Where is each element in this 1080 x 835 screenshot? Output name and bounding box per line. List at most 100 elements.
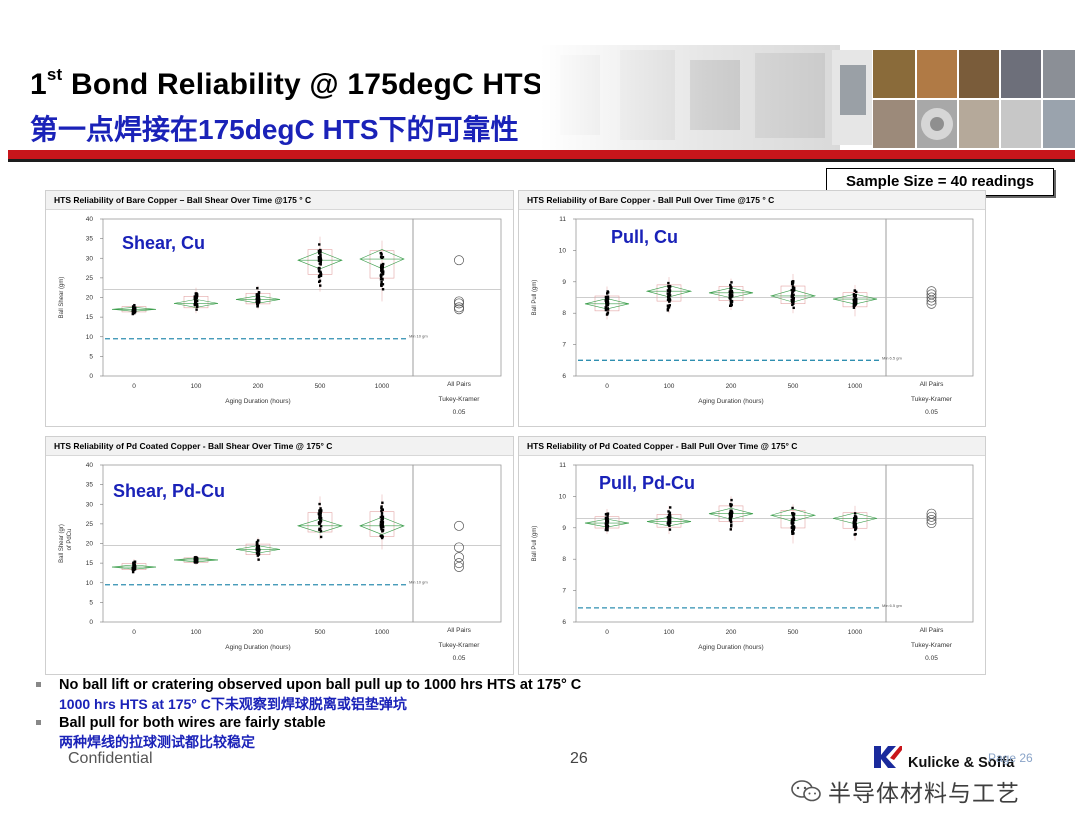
data-point (728, 517, 732, 521)
data-point (256, 300, 259, 303)
data-point (791, 296, 794, 299)
data-point (790, 300, 794, 304)
data-point (731, 291, 734, 294)
data-point (853, 533, 856, 536)
x-tick-label: 0 (132, 383, 136, 390)
data-point (318, 522, 322, 525)
data-point (195, 308, 198, 311)
compare-method: Tukey-Kramer (439, 642, 481, 649)
y-tick-label: 9 (562, 525, 566, 532)
title-superscript: st (46, 65, 63, 84)
data-point (605, 526, 608, 529)
data-point (256, 305, 259, 308)
data-point (729, 528, 732, 531)
data-point (606, 528, 609, 532)
slide-subtitle: 第一点焊接在175degC HTS下的可靠性 (30, 114, 519, 145)
bullet-list: No ball lift or cratering observed upon … (36, 676, 581, 752)
data-point (380, 280, 383, 284)
data-point (853, 512, 857, 515)
data-point (791, 290, 794, 293)
y-axis-label: Ball Pull (gm) (532, 280, 538, 316)
y-tick-label: 10 (86, 580, 94, 587)
data-point (729, 515, 733, 519)
y-tick-label: 40 (86, 462, 94, 469)
compare-label: All Pairs (920, 627, 945, 634)
x-tick-label: 1000 (375, 383, 390, 390)
chart-tag: Shear, Cu (122, 233, 206, 253)
data-point (381, 272, 385, 275)
data-point (791, 522, 795, 525)
compare-alpha: 0.05 (453, 655, 466, 662)
data-point (854, 525, 857, 528)
data-point (381, 523, 384, 526)
bullet-item: No ball lift or cratering observed upon … (36, 676, 581, 695)
data-point (379, 275, 383, 279)
data-point (255, 297, 259, 300)
data-point (318, 262, 321, 265)
data-point (729, 286, 732, 290)
chart-tag: Shear, Pd-Cu (113, 481, 226, 501)
compare-alpha: 0.05 (925, 409, 938, 416)
data-point (854, 522, 857, 525)
x-tick-label: 100 (191, 629, 202, 636)
data-point (256, 542, 259, 546)
data-point (852, 517, 856, 520)
data-point (381, 521, 385, 524)
data-point (729, 505, 733, 508)
data-point (604, 296, 608, 299)
data-point (318, 513, 322, 516)
data-point (195, 299, 199, 303)
data-point (606, 311, 610, 314)
data-point (319, 284, 322, 287)
bullet-text-cn: 1000 hrs HTS at 175° C下未观察到焊球脱离或铝垫弹坑 (59, 696, 407, 712)
data-point (729, 520, 733, 524)
chart-tag: Pull, Cu (611, 227, 678, 247)
data-point (380, 508, 384, 511)
data-point (319, 274, 323, 278)
comparison-circle (454, 304, 464, 315)
data-point (381, 517, 384, 521)
data-point (133, 310, 136, 313)
data-point (317, 275, 321, 279)
data-point (381, 524, 384, 528)
data-point (666, 304, 670, 307)
x-axis-label: Aging Duration (hours) (698, 398, 763, 405)
data-point (257, 545, 260, 549)
chart-plot: 6 7 8 9 10 11 Ball Pull (gm) 0 100 200 500 1000 Agin… (532, 216, 974, 416)
data-point (194, 558, 198, 561)
data-point (791, 298, 795, 302)
data-point (668, 528, 672, 531)
x-axis-label: Aging Duration (hours) (698, 644, 763, 651)
page-label: Page 26 (988, 751, 1033, 765)
data-point (255, 548, 259, 551)
data-point (793, 526, 796, 529)
slide-title: 1st Bond Reliability @ 175degC HTS (30, 65, 543, 102)
comparison-circle (926, 295, 937, 306)
x-tick-label: 0 (605, 629, 609, 636)
x-axis-label: Aging Duration (hours) (225, 644, 290, 651)
y-tick-label: 30 (86, 501, 94, 508)
compare-label: All Pairs (447, 381, 472, 388)
data-point (317, 255, 321, 259)
data-point (256, 539, 260, 542)
data-point (853, 295, 857, 298)
data-point (791, 506, 794, 510)
comparison-circle (454, 552, 464, 563)
data-point (318, 509, 321, 512)
data-point (257, 297, 260, 301)
data-point (667, 510, 670, 513)
y-tick-label: 30 (86, 255, 94, 262)
data-point (852, 306, 856, 309)
data-point (792, 302, 795, 306)
data-point (853, 298, 856, 301)
data-point (257, 291, 261, 294)
data-point (319, 253, 322, 257)
data-point (730, 293, 733, 297)
data-point (381, 283, 385, 286)
data-point (318, 243, 321, 246)
data-point (730, 302, 733, 306)
data-point (381, 501, 384, 504)
data-point (792, 527, 796, 530)
data-point (195, 294, 199, 297)
chart-plot: 0 5 10 15 20 25 30 35 40 Ball Shear (gr) of PdCu 0 1… (59, 462, 502, 662)
